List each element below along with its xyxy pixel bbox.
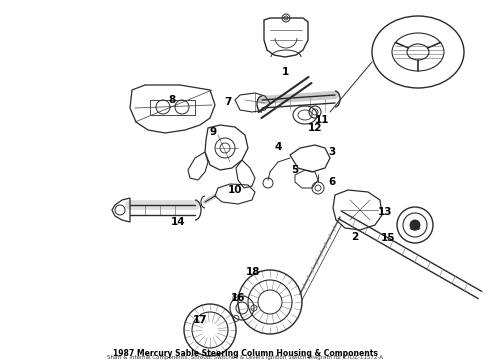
Circle shape: [410, 220, 420, 230]
Text: 1987 Mercury Sable Steering Column Housing & Components: 1987 Mercury Sable Steering Column Housi…: [113, 348, 377, 357]
Text: 11: 11: [315, 115, 329, 125]
Text: 15: 15: [381, 233, 395, 243]
Text: 2: 2: [351, 232, 359, 242]
Text: 17: 17: [193, 315, 207, 325]
Text: 14: 14: [171, 217, 185, 227]
Text: 6: 6: [328, 177, 336, 187]
Text: 9: 9: [209, 127, 217, 137]
Text: 8: 8: [169, 95, 175, 105]
Text: 18: 18: [246, 267, 260, 277]
Text: 7: 7: [224, 97, 232, 107]
Text: 5: 5: [292, 165, 298, 175]
Text: 1: 1: [281, 67, 289, 77]
Text: 3: 3: [328, 147, 336, 157]
Text: 4: 4: [274, 142, 282, 152]
Text: 13: 13: [378, 207, 392, 217]
Text: 10: 10: [228, 185, 242, 195]
Text: 16: 16: [231, 293, 245, 303]
Text: Shaft & Internal Components, Shroud, Switches & Levers Ignition Switch Diagram f: Shaft & Internal Components, Shroud, Swi…: [107, 356, 383, 360]
Text: 12: 12: [308, 123, 322, 133]
